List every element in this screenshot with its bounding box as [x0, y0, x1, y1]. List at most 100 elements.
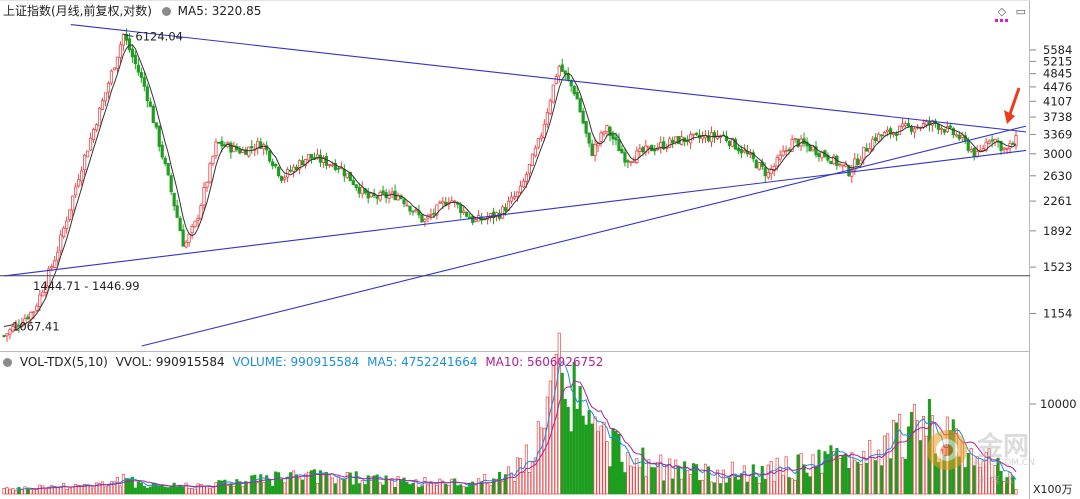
volume-bar-up: [396, 476, 400, 495]
volume-bar-down: [623, 472, 627, 495]
volume-bar-down: [760, 465, 764, 495]
trendlines: [3, 24, 1027, 347]
volume-bar-up: [766, 464, 770, 495]
volume-bar-up: [44, 489, 48, 495]
ma5-value: 3220.85: [211, 4, 262, 18]
volume-bar-up: [306, 471, 311, 495]
diamond-icon[interactable]: ◇: [997, 5, 1007, 18]
candle-down: [333, 162, 337, 171]
volume-bar-down: [587, 410, 591, 495]
volume-bar-down: [835, 448, 839, 495]
candle-up: [208, 163, 212, 183]
volume-bar-down: [692, 463, 696, 495]
volume-bar-down: [814, 465, 818, 495]
candle-down: [563, 70, 567, 75]
candle-down: [653, 149, 657, 152]
volume-bar-down: [918, 440, 923, 495]
candle-down: [148, 101, 152, 107]
candle-down: [145, 86, 149, 102]
volume-bar-up: [11, 488, 15, 495]
candle-up: [527, 163, 532, 174]
candle-down: [357, 187, 361, 194]
volume-bar-down: [178, 485, 182, 495]
volume-bar-up: [20, 489, 24, 495]
candle-up: [674, 136, 678, 142]
volume-bar-down: [972, 465, 976, 495]
volume-bar-up: [330, 477, 334, 495]
candle-up: [115, 56, 120, 69]
candle-up: [435, 204, 439, 216]
volume-bar-down: [874, 460, 878, 495]
candle-down: [736, 147, 740, 152]
volume-bar-up: [5, 487, 9, 495]
volume-bar-up: [214, 482, 218, 495]
candle-down: [626, 160, 630, 163]
volume-bar-up: [686, 469, 690, 495]
volume-bar-down: [763, 479, 767, 495]
volume-bar-up: [557, 332, 561, 495]
volume-bar-up: [877, 449, 881, 495]
candle-up: [423, 218, 427, 222]
candle-up: [187, 233, 191, 243]
volume-bar-up: [987, 448, 991, 495]
candle-down: [662, 141, 666, 150]
candle-up: [190, 226, 194, 234]
candle-down: [826, 154, 830, 161]
dot-icon: [161, 7, 171, 16]
candle-down: [318, 154, 323, 163]
volume-bar-down: [498, 471, 502, 495]
candle-down: [354, 184, 358, 189]
volume-bar-up: [100, 481, 105, 495]
candle-up: [593, 144, 597, 156]
candle-down: [694, 132, 699, 135]
volume-bar-down: [372, 475, 376, 495]
candle-up: [877, 133, 881, 142]
horizontal-level-label: 1444.71 - 1446.99: [33, 279, 140, 293]
volume-bar-up: [769, 461, 773, 495]
candle-up: [924, 121, 929, 126]
candle-down: [402, 199, 406, 205]
volume-bar-up: [94, 482, 99, 495]
volume-bar-down: [277, 472, 281, 495]
volume-bar-down: [148, 486, 152, 495]
volume-bar-down: [17, 487, 21, 495]
volume-bar-up: [32, 489, 36, 495]
volume-bar-up: [121, 474, 125, 495]
volume-bar-down: [727, 477, 731, 495]
candle-down: [889, 128, 893, 135]
candle-up: [14, 323, 18, 329]
candle-down: [375, 196, 379, 199]
candle-down: [999, 140, 1003, 151]
candle-up: [554, 76, 558, 84]
volume-bar-down: [312, 469, 317, 495]
volume-bar-down: [569, 431, 573, 495]
candle-up: [841, 164, 845, 167]
ma5-polyline: [15, 44, 1017, 331]
candle-down: [139, 72, 143, 78]
candle-up: [247, 146, 251, 157]
price-tick-label: 3369: [1043, 127, 1072, 141]
candle-down: [620, 148, 624, 154]
candle-down: [169, 175, 173, 193]
candle-up: [1014, 135, 1018, 147]
candle-down: [130, 48, 134, 58]
volume-bar-down: [683, 461, 687, 495]
candle-down: [175, 205, 179, 218]
volume-bar-down: [163, 486, 167, 495]
candle-down: [796, 138, 800, 147]
volume-bar-down: [889, 458, 893, 495]
candle-up: [515, 191, 520, 197]
candle-down: [274, 163, 278, 167]
volume-bar-up: [59, 486, 63, 495]
candle-up: [378, 191, 382, 201]
window-icon[interactable]: ▭: [1015, 5, 1026, 18]
candle-up: [396, 194, 400, 201]
volume-bar-up: [262, 482, 266, 495]
price-tick-label: 1523: [1043, 260, 1072, 274]
volume-bar-up: [35, 489, 39, 495]
volume-bar-up: [435, 484, 439, 495]
volume-bar-down: [402, 477, 406, 495]
volume-bar-down: [996, 457, 1000, 495]
volume-bar-up: [83, 484, 87, 495]
candle-up: [548, 100, 552, 114]
